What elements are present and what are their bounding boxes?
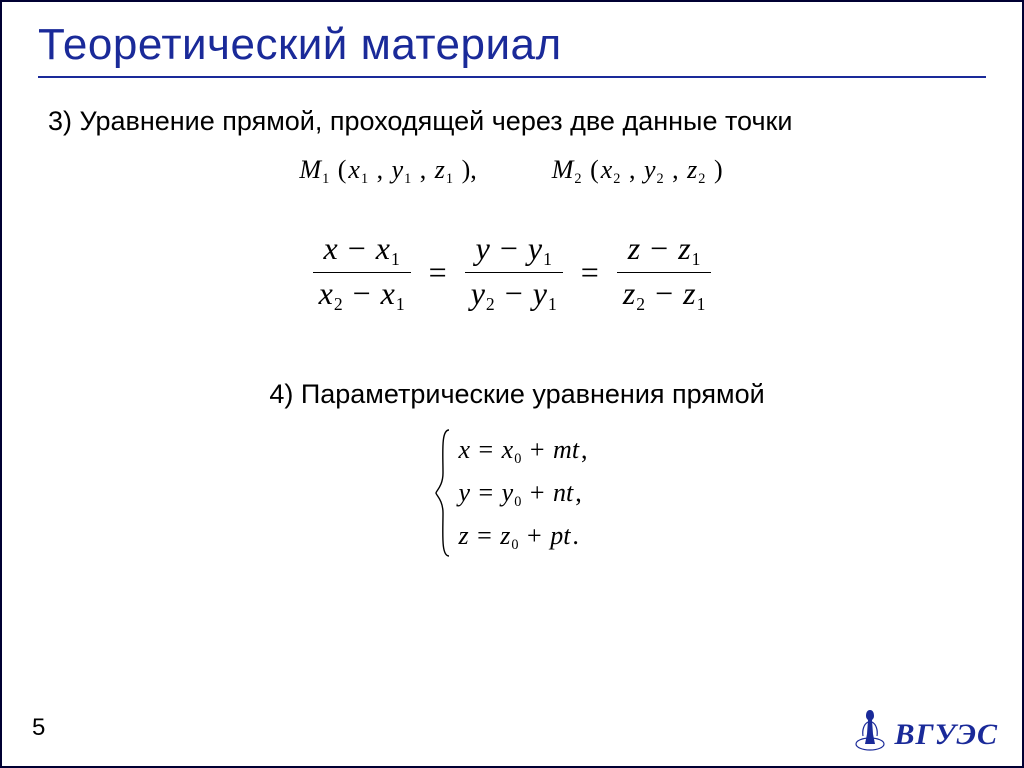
parametric-equations-system: x = x0 + mt, y = y0 + nt, z = z0 + pt. (434, 428, 589, 558)
point-m1: M1 (x1 , y1 , z1 ), (299, 155, 485, 184)
param-eq-row-2: y = y0 + nt, (458, 473, 589, 513)
left-brace-icon (434, 428, 452, 558)
section4-heading: 4) Параметрические уравнения прямой (48, 379, 986, 410)
fraction-x: x − x1 x2 − x1 (313, 230, 411, 315)
point-m2: M2 (x2 , y2 , z2 ) (552, 155, 725, 184)
fraction-z: z − z1 z2 − z1 (617, 230, 712, 315)
two-points-definition: M1 (x1 , y1 , z1 ), M2 (x2 , y2 , z2 ) (38, 155, 986, 188)
page-number: 5 (32, 714, 45, 742)
two-point-line-equation: x − x1 x2 − x1 = y − y1 y2 − y1 = z − z1… (38, 230, 986, 315)
param-eq-row-3: z = z0 + pt. (458, 516, 589, 556)
title-underline (38, 76, 986, 78)
institution-logo: ВГУЭС (854, 704, 998, 752)
param-eq-row-1: x = x0 + mt, (458, 430, 589, 470)
fraction-y: y − y1 y2 − y1 (465, 230, 563, 315)
logo-text: ВГУЭС (894, 718, 998, 752)
slide-title: Теоретический материал (38, 20, 986, 70)
section3-heading: 3) Уравнение прямой, проходящей через дв… (48, 106, 986, 137)
logo-figure-icon (854, 704, 886, 752)
